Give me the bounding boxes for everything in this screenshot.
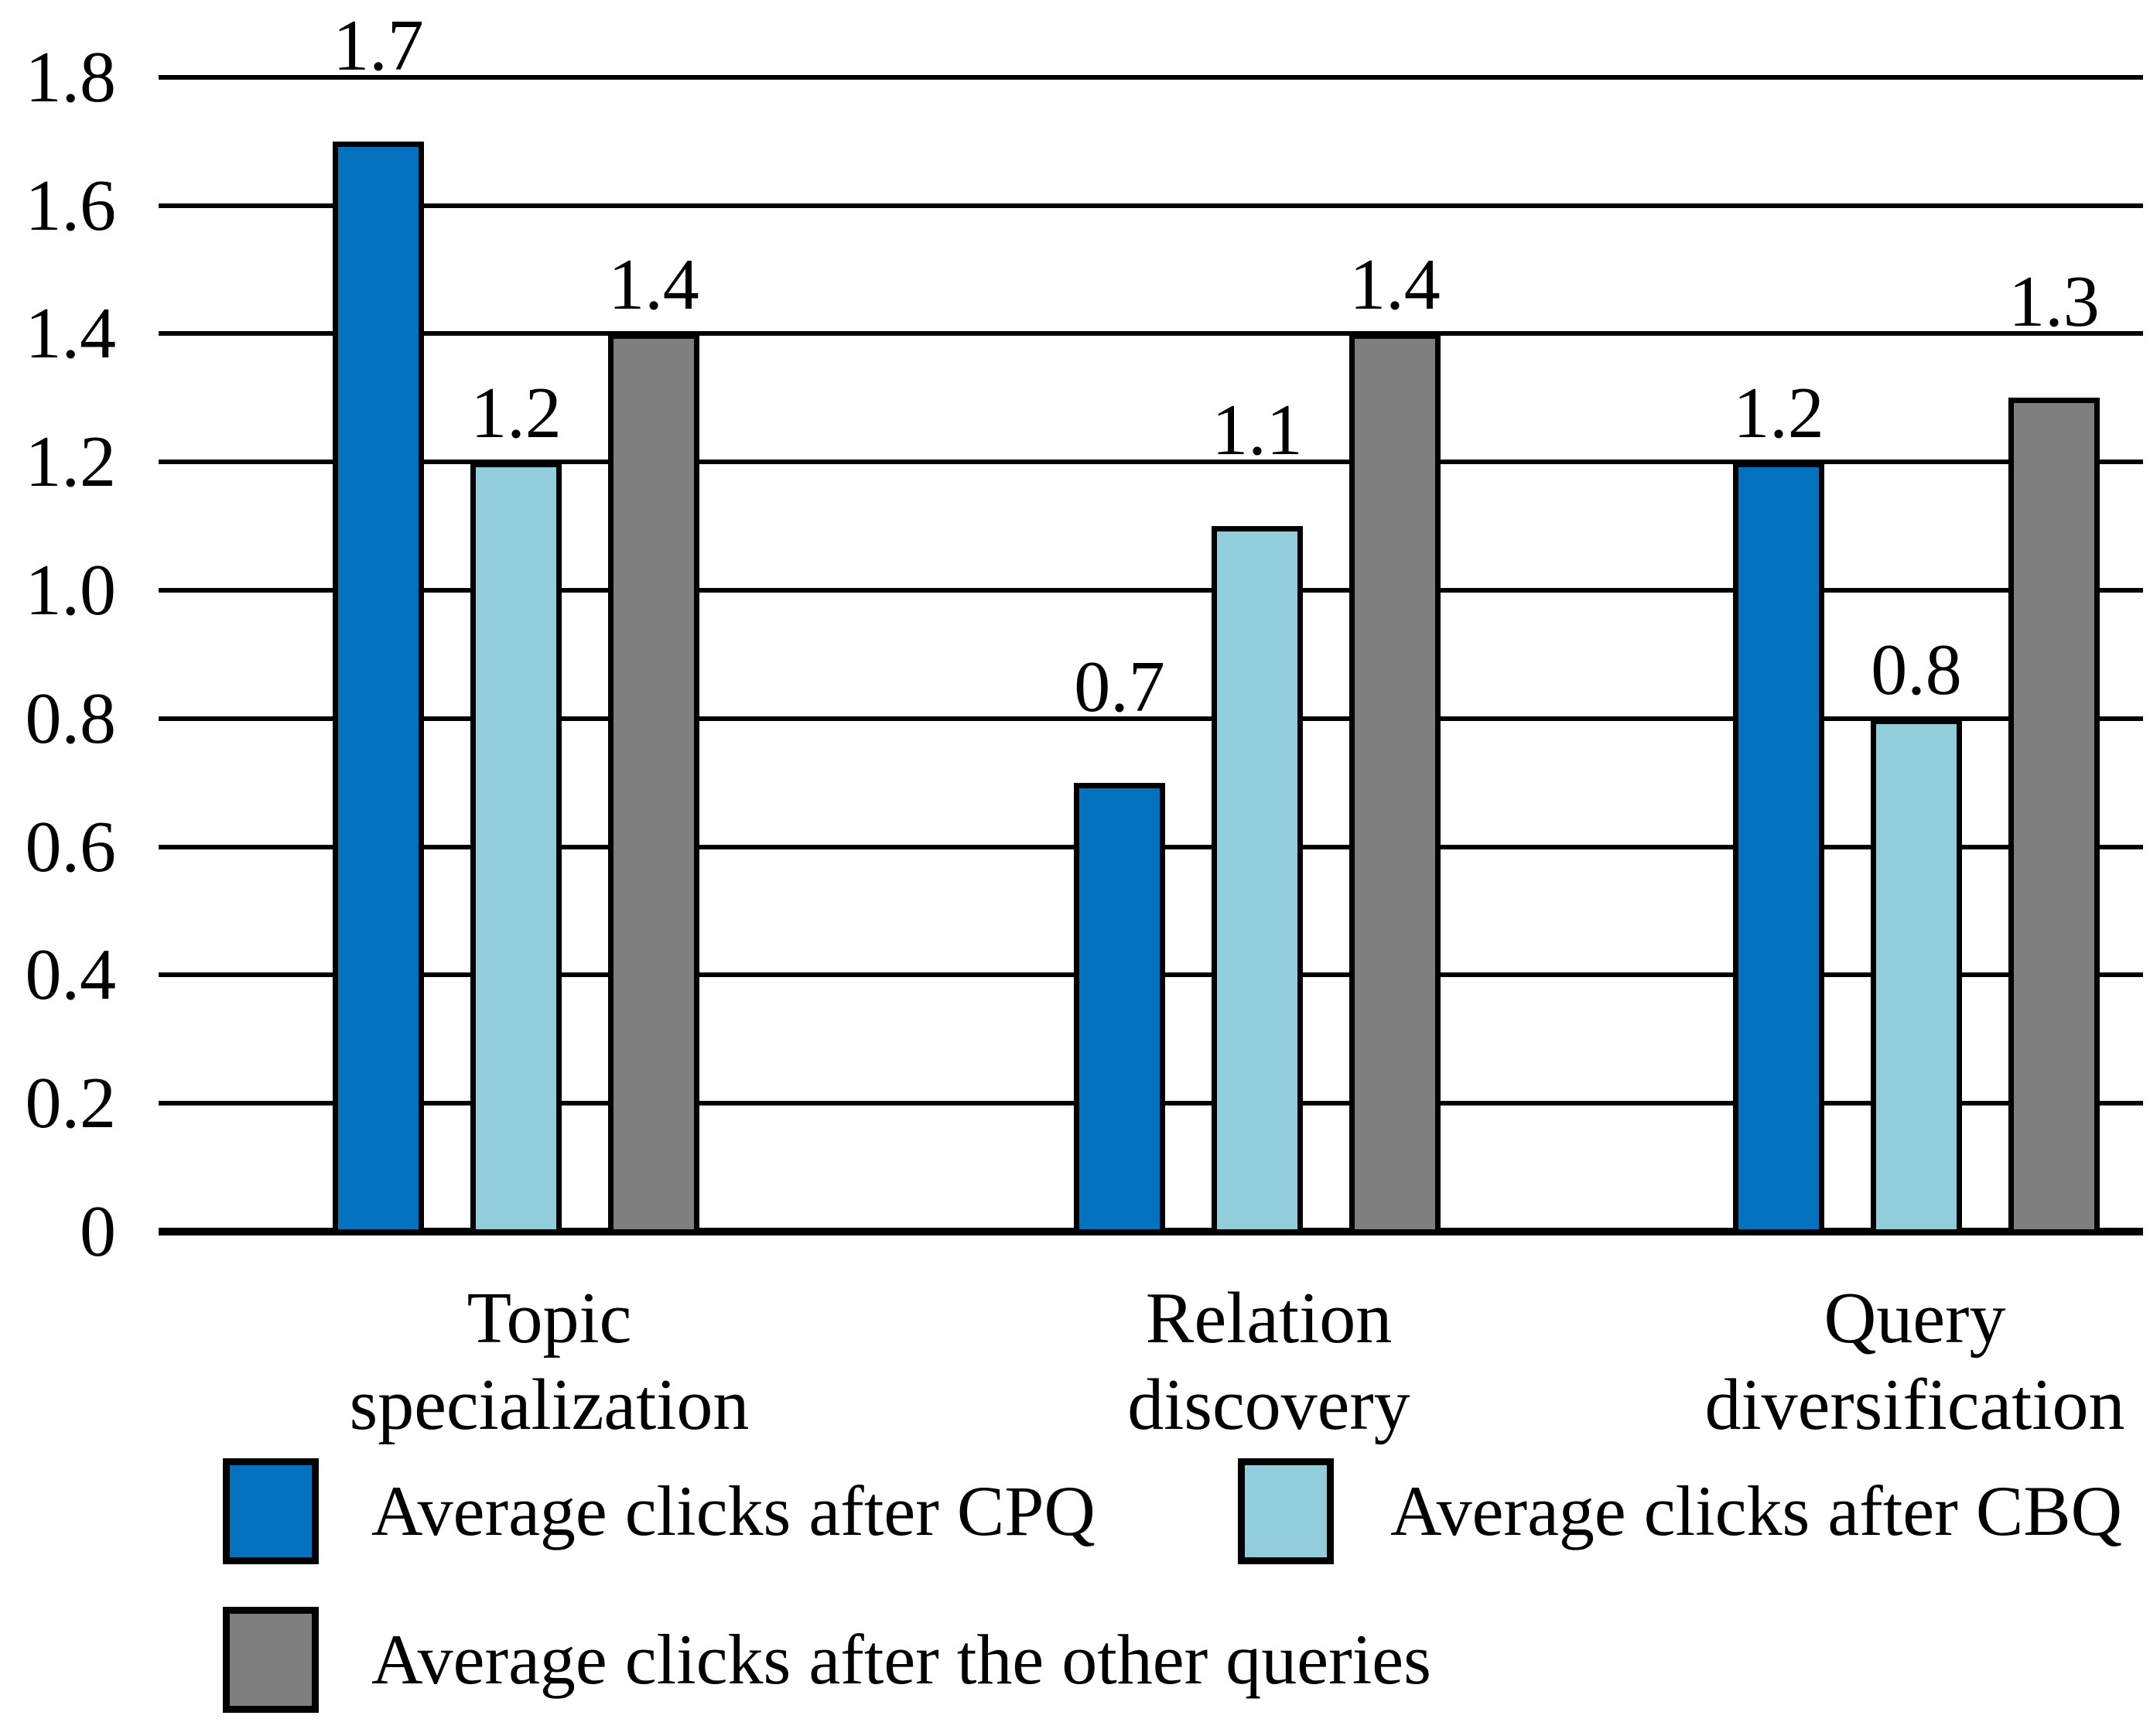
- y-axis-tick-label: 1.6: [25, 166, 117, 246]
- legend-swatch: [223, 1458, 319, 1564]
- x-axis-category-label-line: Relation: [1145, 1278, 1393, 1358]
- gridline: [159, 331, 2143, 336]
- bar: [2008, 398, 2100, 1235]
- x-axis-category-label: Topic specialization: [186, 1275, 913, 1448]
- x-axis-category-label-line: Query: [1824, 1278, 2006, 1358]
- bar: [608, 333, 699, 1235]
- bar: [1212, 526, 1303, 1235]
- bar-value-label: 0.7: [1074, 647, 1165, 727]
- y-axis-tick-label: 1.8: [25, 37, 117, 118]
- y-axis-tick-label: 1.0: [25, 550, 117, 630]
- bar: [1733, 462, 1824, 1235]
- gridline: [159, 716, 2143, 721]
- bar-value-label: 1.1: [1212, 390, 1303, 470]
- y-axis-tick-label: 0.4: [25, 935, 117, 1015]
- bar-value-label: 1.2: [470, 373, 562, 453]
- gridline: [159, 75, 2143, 80]
- bar: [1349, 333, 1441, 1235]
- bar-value-label: 1.4: [608, 244, 699, 325]
- legend-label: Average clicks after CBQ: [1390, 1471, 2123, 1550]
- gridline: [159, 203, 2143, 208]
- legend-swatch: [223, 1607, 319, 1713]
- y-axis-tick-label: 0.6: [25, 807, 117, 887]
- x-axis-category-label-line: Topic: [467, 1278, 632, 1358]
- gridline: [159, 588, 2143, 593]
- x-axis-category-label-line: specialization: [349, 1365, 750, 1445]
- x-axis-category-label: Relation discovery: [905, 1275, 1632, 1448]
- y-axis-tick-label: 0.2: [25, 1063, 117, 1143]
- y-axis-tick-label: 0.8: [25, 678, 117, 759]
- x-axis-category-label-line: diversification: [1704, 1365, 2125, 1445]
- bar-value-label: 0.8: [1871, 630, 1962, 710]
- bar-value-label: 1.7: [333, 5, 424, 86]
- bar: [1871, 719, 1962, 1235]
- x-axis-category-label-line: discovery: [1127, 1365, 1410, 1445]
- bar-value-label: 1.3: [2008, 261, 2100, 342]
- x-axis-category-label: Query diversification: [1551, 1275, 2150, 1448]
- y-axis-tick-label: 1.2: [25, 422, 117, 502]
- y-axis-tick-label: 0: [80, 1191, 116, 1272]
- gridline: [159, 460, 2143, 464]
- bar: [1074, 783, 1165, 1235]
- bar: [333, 142, 424, 1235]
- bar: [470, 462, 562, 1235]
- bar-value-label: 1.2: [1733, 373, 1824, 453]
- y-axis-tick-label: 1.4: [25, 293, 117, 374]
- bar-value-label: 1.4: [1349, 244, 1441, 325]
- legend-label: Average clicks after the other queries: [371, 1620, 1431, 1699]
- legend-label: Average clicks after CPQ: [371, 1471, 1096, 1550]
- legend-swatch: [1238, 1458, 1334, 1564]
